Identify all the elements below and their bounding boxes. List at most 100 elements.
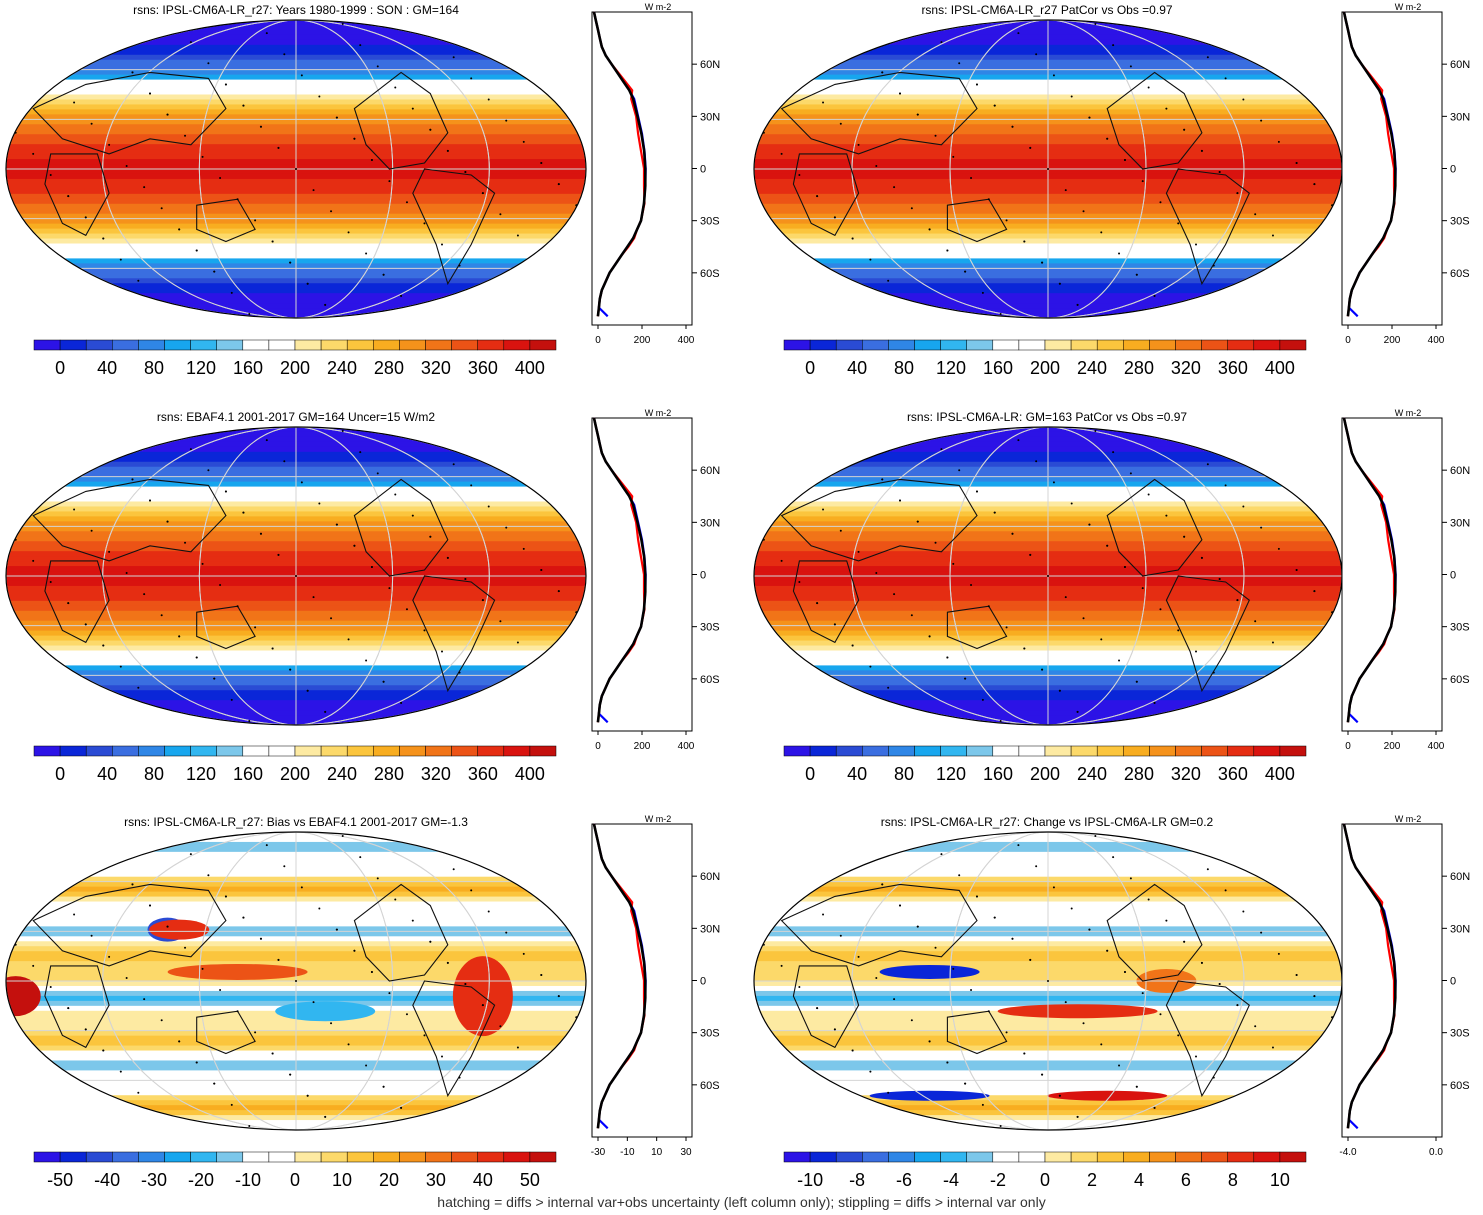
colorbar-swatch — [59, 745, 87, 757]
stipple-dot — [1200, 149, 1203, 152]
coastline — [1106, 478, 1203, 577]
stipple-dot — [1183, 128, 1186, 131]
stipple-dot — [67, 602, 70, 605]
stipple-dot — [201, 967, 204, 970]
colorbar-swatch — [425, 339, 452, 351]
coastline — [196, 198, 256, 243]
stipple-dot — [916, 520, 919, 523]
coastline — [412, 168, 496, 286]
stipple-dot — [981, 291, 984, 294]
coastline — [780, 478, 978, 562]
stipple-dot — [505, 931, 508, 934]
zonal-plot-3: W m-2 60N 30N 0 30S 60S 0 200 400 — [591, 408, 720, 752]
stipple-dot — [534, 662, 537, 665]
colorbar-label: 280 — [1124, 358, 1154, 378]
zonal-x-label: 0 — [595, 335, 601, 346]
map-field — [754, 20, 1342, 318]
stipple-dot — [423, 1034, 426, 1037]
colorbar-swatch — [1279, 1151, 1307, 1163]
zonal-lat-label: 30N — [700, 923, 720, 935]
colorbar-swatch — [399, 745, 426, 757]
stipple-dot — [154, 1112, 157, 1115]
colorbar-swatch — [1044, 339, 1072, 351]
stipple-dot — [1224, 484, 1227, 487]
stipple-dot — [768, 850, 771, 853]
stipple-dot — [1266, 26, 1269, 29]
stipple-dot — [73, 101, 76, 104]
stipple-dot — [1123, 158, 1126, 161]
map-panel-1 — [5, 19, 587, 319]
graticule-lon — [198, 20, 394, 318]
stipple-dot — [768, 38, 771, 41]
colorbar-label: 2 — [1087, 1170, 1097, 1190]
stipple-dot — [934, 134, 937, 137]
stipple-dot — [752, 830, 753, 831]
stipple-dot — [259, 937, 262, 940]
stipple-dot — [1141, 587, 1144, 590]
stipple-dot — [283, 460, 286, 463]
colorbar-label: 40 — [473, 1170, 493, 1190]
stipple-dot — [411, 919, 414, 922]
stipple-dot — [277, 958, 280, 961]
zonal-lat-label: 30N — [1450, 923, 1470, 935]
zonal-lat-label: 60N — [700, 59, 720, 71]
stipple-dot — [1159, 608, 1162, 611]
stipple-dot — [452, 56, 455, 59]
stipple-dot — [446, 149, 449, 152]
stipple-dot — [236, 1010, 239, 1013]
stipple-dot — [230, 291, 233, 294]
stipple-dot — [189, 853, 192, 856]
zonal-lat-label: 0 — [1450, 570, 1456, 582]
stipple-dot — [365, 252, 368, 255]
stipple-dot — [1005, 219, 1008, 222]
stipple-dot — [528, 859, 531, 862]
colorbar-label: 0 — [55, 358, 65, 378]
stipple-dot — [149, 904, 151, 907]
stipple-dot — [1313, 183, 1316, 186]
stipple-dot — [1236, 599, 1239, 602]
stipple-dot — [1135, 680, 1138, 683]
stipple-dot — [38, 59, 41, 62]
graticule-lon — [198, 832, 394, 1130]
coastline — [32, 883, 227, 967]
colorbar-label: 400 — [515, 764, 545, 784]
stipple-dot — [1301, 475, 1304, 478]
stipple-dot — [774, 653, 777, 656]
stipple-dot — [1106, 137, 1109, 140]
zonal-lat-label: 30S — [1450, 216, 1470, 228]
zonal-x-label: 400 — [1428, 741, 1445, 752]
stipple-dot — [970, 989, 973, 992]
stipple-dot — [236, 605, 239, 608]
colorbar-label: 80 — [144, 764, 164, 784]
stipple-dot — [910, 1019, 913, 1022]
stipple-dot — [1106, 949, 1109, 952]
stipple-dot — [219, 177, 222, 180]
stipple-dot — [810, 1100, 813, 1103]
stipple-dot — [289, 668, 292, 671]
stipple-dot — [528, 47, 531, 50]
stipple-dot — [999, 1124, 1002, 1127]
stipple-dot — [810, 288, 813, 291]
zonal-plot-2: W m-2 60N 30N 0 30S 60S 0 200 400 — [1341, 2, 1470, 346]
zonal-lat-label: 30S — [700, 216, 720, 228]
colorbar-swatch — [1201, 745, 1228, 757]
stipple-dot — [359, 451, 362, 454]
stipple-dot — [1011, 937, 1014, 940]
zonal-lat-label: 60N — [1450, 59, 1470, 71]
colorbar-4: 0 40 80 120 160 200 240 280 320 360 400 — [783, 745, 1307, 784]
stipple-dot — [195, 656, 198, 659]
stipple-dot — [207, 62, 210, 65]
stipple-dot — [827, 1121, 830, 1124]
stipple-dot — [265, 32, 268, 35]
zonal-series-mean — [1342, 417, 1397, 723]
stipple-dot — [423, 629, 426, 632]
stipple-dot — [353, 137, 356, 140]
stipple-dot — [370, 970, 373, 973]
stipple-dot — [143, 186, 146, 189]
colorbar-swatch — [940, 1151, 967, 1163]
zonal-x-label: 200 — [634, 741, 651, 752]
stipple-dot — [499, 1025, 502, 1028]
stipple-dot — [102, 644, 105, 647]
stipple-dot — [400, 294, 403, 297]
stipple-dot — [904, 1112, 907, 1115]
